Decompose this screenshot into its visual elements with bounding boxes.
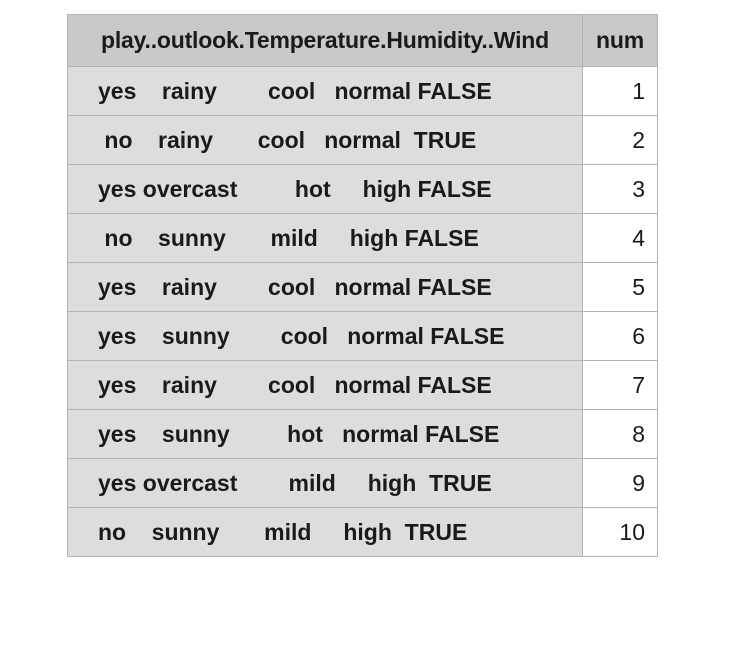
table-cell-num: 1: [582, 66, 658, 116]
table-cell-main: yes rainy cool normal FALSE: [67, 66, 583, 116]
table-cell-num: 8: [582, 409, 658, 459]
table-row: no rainy cool normal TRUE 2: [67, 115, 658, 165]
table-cell-num: 2: [582, 115, 658, 165]
header-row: play..outlook.Temperature.Humidity..Wind…: [67, 14, 658, 67]
table-body: yes rainy cool normal FALSE 1 no rainy co…: [67, 66, 658, 557]
data-table: play..outlook.Temperature.Humidity..Wind…: [67, 14, 658, 557]
table-cell-main: yes overcast hot high FALSE: [67, 164, 583, 214]
table-cell-main: no rainy cool normal TRUE: [67, 115, 583, 165]
table-cell-num: 9: [582, 458, 658, 508]
table-cell-num: 5: [582, 262, 658, 312]
table-cell-num: 7: [582, 360, 658, 410]
table-cell-main: yes sunny hot normal FALSE: [67, 409, 583, 459]
column-header-main: play..outlook.Temperature.Humidity..Wind: [67, 14, 583, 67]
table-header: play..outlook.Temperature.Humidity..Wind…: [67, 14, 658, 67]
table-row: yes sunny cool normal FALSE 6: [67, 311, 658, 361]
column-header-num: num: [582, 14, 658, 67]
table-cell-num: 4: [582, 213, 658, 263]
table-row: yes sunny hot normal FALSE 8: [67, 409, 658, 459]
table-cell-num: 3: [582, 164, 658, 214]
table-row: yes rainy cool normal FALSE 7: [67, 360, 658, 410]
table-cell-main: yes rainy cool normal FALSE: [67, 262, 583, 312]
table-cell-num: 10: [582, 507, 658, 557]
table-row: yes rainy cool normal FALSE 1: [67, 66, 658, 116]
table-cell-main: no sunny mild high FALSE: [67, 213, 583, 263]
table-row: yes overcast hot high FALSE 3: [67, 164, 658, 214]
table-row: no sunny mild high FALSE 4: [67, 213, 658, 263]
table-row: yes overcast mild high TRUE 9: [67, 458, 658, 508]
table-cell-num: 6: [582, 311, 658, 361]
table-cell-main: yes rainy cool normal FALSE: [67, 360, 583, 410]
table-cell-main: no sunny mild high TRUE: [67, 507, 583, 557]
table-cell-main: yes sunny cool normal FALSE: [67, 311, 583, 361]
table-row: no sunny mild high TRUE 10: [67, 507, 658, 557]
table-cell-main: yes overcast mild high TRUE: [67, 458, 583, 508]
table-row: yes rainy cool normal FALSE 5: [67, 262, 658, 312]
